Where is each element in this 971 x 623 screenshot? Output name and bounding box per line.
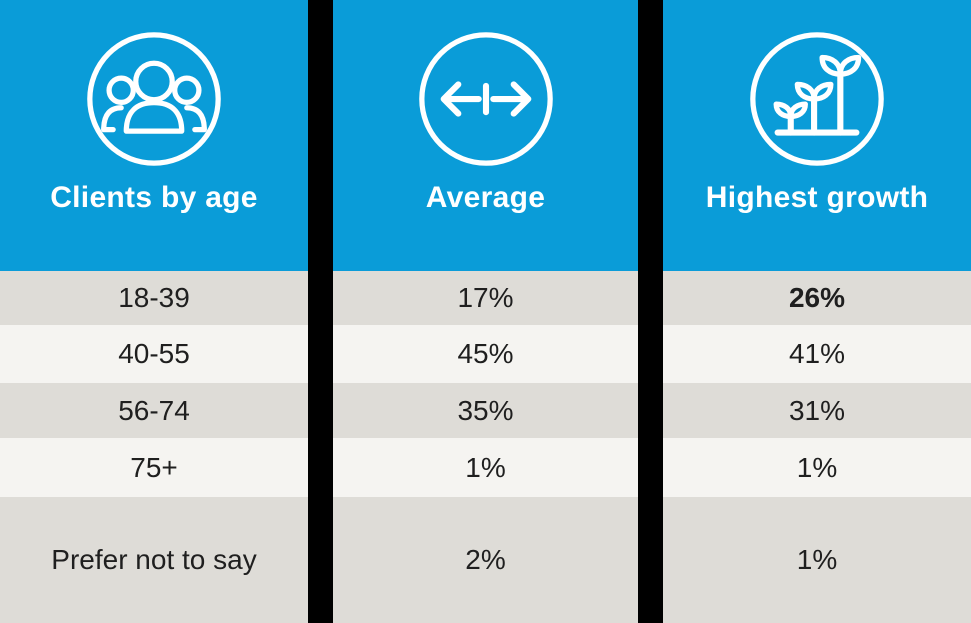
column-divider xyxy=(308,0,333,623)
plant-growth-icon xyxy=(747,29,887,169)
average-cell: 45% xyxy=(333,325,638,383)
column-header-clients-by-age: Clients by age xyxy=(0,0,308,271)
growth-cell-emphasized: 26% xyxy=(663,271,971,325)
range-arrows-icon xyxy=(416,29,556,169)
column-title: Clients by age xyxy=(50,181,258,214)
people-group-icon xyxy=(84,29,224,169)
age-cell: Prefer not to say xyxy=(0,497,308,623)
growth-cell: 31% xyxy=(663,383,971,438)
age-cell: 75+ xyxy=(0,438,308,497)
average-cell: 1% xyxy=(333,438,638,497)
average-cell: 35% xyxy=(333,383,638,438)
column-clients-by-age: Clients by age 18-39 40-55 56-74 75+ Pre… xyxy=(0,0,308,623)
growth-cell: 1% xyxy=(663,497,971,623)
column-average: Average 17% 45% 35% 1% 2% xyxy=(333,0,638,623)
column-title: Highest growth xyxy=(705,181,929,214)
age-cell: 56-74 xyxy=(0,383,308,438)
column-title: Average xyxy=(425,181,546,214)
column-highest-growth: Highest growth 26% 41% 31% 1% 1% xyxy=(663,0,971,623)
growth-cell: 41% xyxy=(663,325,971,383)
age-cell: 18-39 xyxy=(0,271,308,325)
average-cell: 2% xyxy=(333,497,638,623)
column-header-highest-growth: Highest growth xyxy=(663,0,971,271)
column-header-average: Average xyxy=(333,0,638,271)
average-cell: 17% xyxy=(333,271,638,325)
age-cell: 40-55 xyxy=(0,325,308,383)
column-divider xyxy=(638,0,663,623)
growth-cell: 1% xyxy=(663,438,971,497)
